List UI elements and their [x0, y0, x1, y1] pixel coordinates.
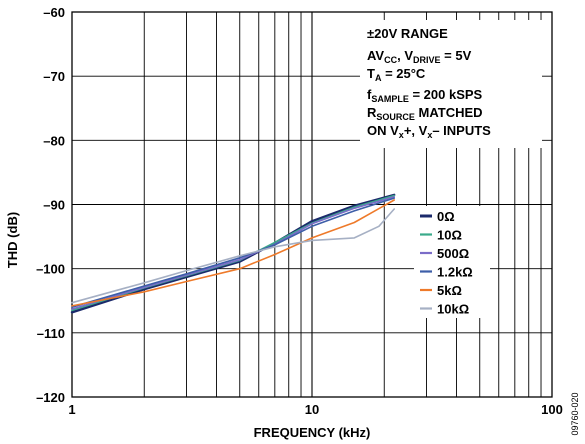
series-lines: [70, 193, 396, 314]
x-tick-label: 1: [68, 402, 75, 417]
x-tick-label: 10: [305, 402, 319, 417]
series-line-4: [71, 199, 395, 307]
y-tick-label: –90: [43, 198, 65, 213]
x-axis-label: FREQUENCY (kHz): [254, 425, 371, 440]
annotation-sample-rate: fSAMPLE = 200 kSPS: [367, 87, 483, 104]
legend-label: 1.2kΩ: [437, 265, 473, 280]
y-tick-label: –80: [43, 133, 65, 148]
annotation-source: RSOURCE MATCHED: [367, 105, 483, 122]
y-tick-label: –110: [37, 326, 65, 341]
conditions-annotation: ±20V RANGE AVCC, VDRIVE = 5V TA = 25°C f…: [360, 20, 542, 148]
annotation-inputs: ON Vx+, Vx– INPUTS: [367, 123, 491, 140]
y-tick-label: –70: [43, 69, 65, 84]
y-tick-label: –100: [36, 262, 65, 277]
legend-label: 500Ω: [437, 246, 469, 261]
annotation-range: ±20V RANGE: [367, 26, 448, 41]
series-line-3: [71, 197, 395, 308]
legend: 0Ω 10Ω 500Ω 1.2kΩ 5kΩ 10kΩ: [414, 206, 490, 318]
y-tick-label: –120: [36, 390, 65, 405]
legend-label: 0Ω: [437, 209, 455, 224]
legend-label: 10kΩ: [437, 302, 469, 317]
legend-label: 5kΩ: [437, 283, 462, 298]
series-line-5: [71, 208, 395, 304]
legend-label: 10Ω: [437, 228, 462, 243]
annotation-temperature: TA = 25°C: [367, 66, 426, 83]
legend-background: [414, 206, 490, 318]
y-tick-label: –60: [43, 5, 65, 20]
plot-frame: [71, 11, 553, 398]
x-tick-labels: 1 10 100: [68, 402, 562, 417]
y-tick-labels: –60 –70 –80 –90 –100 –110 –120: [36, 5, 65, 405]
x-tick-label: 100: [541, 402, 563, 417]
y-axis-label: THD (dB): [5, 212, 20, 268]
annotation-background: [360, 20, 542, 148]
annotation-supply: AVCC, VDRIVE = 5V: [367, 48, 472, 65]
figure-code: 09760-020: [570, 392, 580, 435]
